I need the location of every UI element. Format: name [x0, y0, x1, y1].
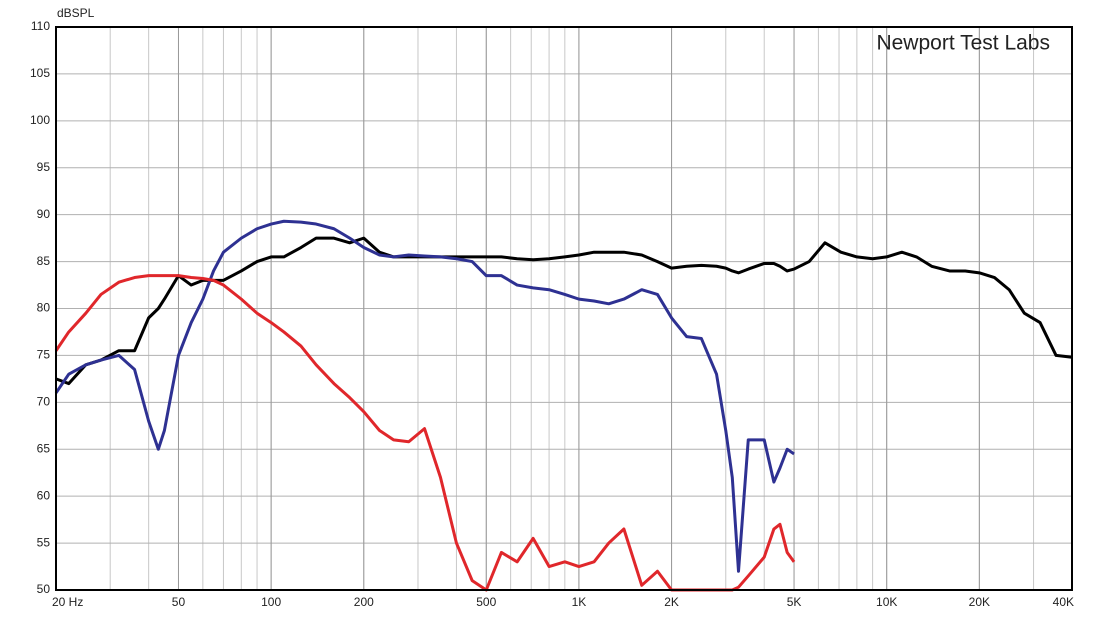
- x-tick-label: 50: [172, 595, 186, 609]
- y-tick-label: 85: [37, 254, 51, 268]
- x-tick-label: 20K: [969, 595, 990, 609]
- y-tick-label: 70: [37, 395, 51, 409]
- series-line: [55, 236, 1073, 386]
- y-tick-label: 55: [37, 535, 51, 549]
- lines: [54, 219, 1073, 592]
- y-tick-label: 50: [37, 582, 51, 596]
- series-line: [54, 219, 795, 573]
- x-tick-label: 2K: [664, 595, 679, 609]
- y-tick-label: 95: [37, 160, 51, 174]
- y-tick-label: 80: [37, 301, 51, 315]
- y-tick-label: 65: [37, 441, 51, 455]
- y-tick-label: 105: [30, 66, 50, 80]
- y-tick-label: 100: [30, 113, 50, 127]
- annotation: Newport Test Labs: [876, 32, 1050, 55]
- y-tick-label: 110: [31, 19, 50, 33]
- x-tick-label: 40K: [1053, 595, 1074, 609]
- plot-border: [55, 26, 1073, 591]
- y-tick-label: 75: [37, 348, 51, 362]
- x-tick-label: 200: [354, 595, 374, 609]
- x-tick-label: 20 Hz: [52, 595, 83, 609]
- x-tick-label: 100: [261, 595, 281, 609]
- x-tick-label: 5K: [787, 595, 802, 609]
- y-tick-label: 60: [37, 488, 51, 502]
- x-tick-label: 500: [476, 595, 496, 609]
- x-tick-label: 1K: [572, 595, 587, 609]
- y-tick-label: 90: [37, 207, 51, 221]
- y-axis-label: dBSPL: [57, 6, 95, 20]
- grid: [55, 26, 1073, 591]
- x-tick-label: 10K: [876, 595, 897, 609]
